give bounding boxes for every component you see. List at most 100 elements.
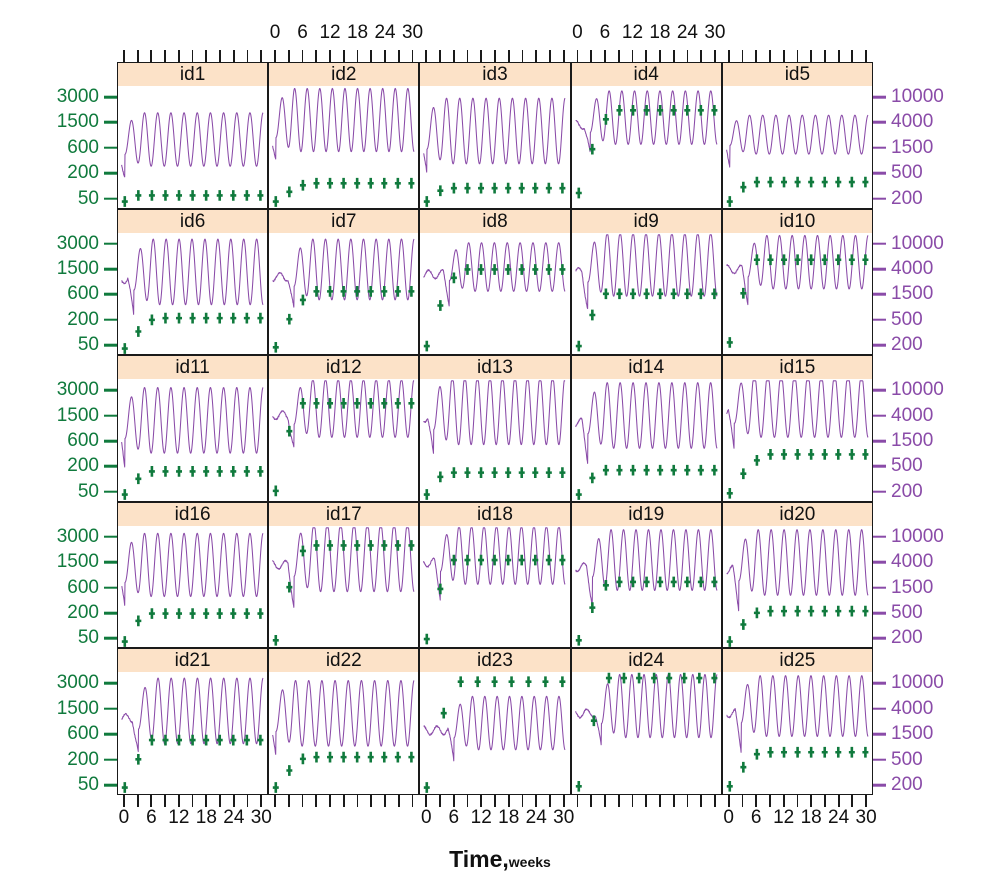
dose-marker: [781, 177, 787, 188]
dose-marker: [492, 467, 498, 478]
y-axis-right-tick: [873, 707, 886, 711]
dose-marker: [822, 747, 828, 758]
dose-marker: [162, 190, 168, 201]
y-axis-right-tick: [873, 783, 886, 787]
dose-marker: [630, 288, 636, 299]
dose-marker: [670, 105, 676, 116]
y-axis-left-tick: [104, 414, 117, 417]
dose-marker: [176, 312, 182, 323]
dose-marker: [438, 472, 444, 483]
x-axis-tick-label: 24: [223, 807, 245, 828]
dose-series-markers: [575, 465, 717, 500]
dose-marker: [630, 576, 636, 587]
dose-marker: [533, 554, 539, 565]
panel-strip-label: id20: [721, 501, 873, 527]
anc-series-line: [575, 234, 717, 308]
dose-marker: [643, 105, 649, 116]
dose-marker: [560, 264, 566, 275]
dose-marker: [711, 465, 717, 476]
dose-series-markers: [575, 288, 717, 351]
panel-strip-label: id17: [268, 501, 420, 527]
y-axis-right-tick-label: 200: [891, 480, 923, 502]
dose-marker: [424, 634, 430, 645]
anc-series-line: [122, 533, 264, 605]
x-axis-tick: [287, 795, 290, 807]
dose-marker: [727, 781, 733, 792]
dose-marker: [781, 747, 787, 758]
dose-marker: [354, 286, 360, 297]
x-axis-tick: [700, 795, 703, 807]
x-axis-tick: [604, 50, 606, 62]
panel-plot-area: [721, 525, 873, 649]
dose-marker: [603, 580, 609, 591]
dose-series-markers: [424, 183, 566, 207]
panel-plot-area: [570, 525, 722, 649]
dose-marker: [862, 747, 868, 758]
x-axis-tick: [384, 795, 386, 807]
dose-marker: [217, 466, 223, 477]
dose-marker: [727, 636, 733, 647]
dose-marker: [287, 187, 293, 198]
x-axis-tick-label: 30: [553, 807, 575, 828]
panel-plot-area: [721, 232, 873, 356]
y-axis-left-tick-label: 600: [67, 723, 99, 745]
dose-marker: [575, 635, 581, 646]
y-axis-left-tick-label: 1500: [56, 697, 99, 719]
x-axis-tick: [136, 50, 139, 62]
dose-marker: [533, 264, 539, 275]
dose-marker: [230, 608, 236, 619]
dose-marker: [849, 254, 855, 265]
x-axis-tick: [549, 795, 551, 807]
dose-marker: [740, 288, 746, 299]
x-axis-tick: [397, 50, 400, 62]
x-axis-tick: [576, 795, 579, 807]
chart-panel: id6: [117, 208, 269, 356]
x-axis-tick: [865, 50, 868, 62]
dose-marker: [506, 554, 512, 565]
dose-series-markers: [424, 264, 566, 351]
dose-marker: [754, 254, 760, 265]
x-axis-tick: [727, 795, 730, 807]
dose-marker: [381, 286, 387, 297]
panel-plot-area: [117, 379, 269, 502]
panel-plot-area: [268, 525, 420, 649]
dose-marker: [354, 752, 360, 763]
dose-marker: [451, 467, 457, 478]
dose-series-markers: [273, 178, 415, 207]
dose-marker: [300, 754, 306, 765]
dose-marker: [203, 466, 209, 477]
dose-marker: [475, 677, 481, 688]
x-axis-tick: [219, 50, 221, 62]
y-axis-right-tick: [873, 146, 886, 150]
x-axis-tick: [851, 795, 854, 807]
x-axis-tick: [865, 795, 868, 807]
panel-plot-area: [570, 86, 722, 209]
dose-marker: [666, 673, 672, 684]
y-axis-left-tick-label: 200: [67, 308, 99, 330]
x-axis-title-main: Time,: [449, 846, 509, 872]
y-axis-left-tick-label: 50: [77, 334, 99, 356]
x-axis-tick: [590, 795, 593, 807]
x-axis-tick: [329, 795, 331, 807]
dose-marker: [822, 449, 828, 460]
dose-marker: [835, 177, 841, 188]
x-axis-tick: [480, 50, 483, 62]
dose-marker: [697, 465, 703, 476]
dose-marker: [149, 735, 155, 746]
y-axis-left-tick-label: 50: [77, 627, 99, 649]
dose-marker: [368, 540, 374, 551]
x-axis-tick: [659, 795, 661, 807]
panel-plot-area: [419, 672, 571, 795]
dose-marker: [122, 783, 128, 794]
x-axis-top-ticks: [117, 50, 873, 62]
x-axis-tick: [769, 50, 771, 62]
x-axis-tick-label: 0: [420, 807, 432, 828]
panel-plot-area: [419, 232, 571, 356]
dose-marker: [546, 467, 552, 478]
dose-marker: [257, 608, 263, 619]
dose-marker: [465, 264, 471, 275]
dose-marker: [203, 312, 209, 323]
dose-marker: [465, 554, 471, 565]
y-axis-left-tick-label: 600: [67, 136, 99, 158]
dose-marker: [849, 449, 855, 460]
